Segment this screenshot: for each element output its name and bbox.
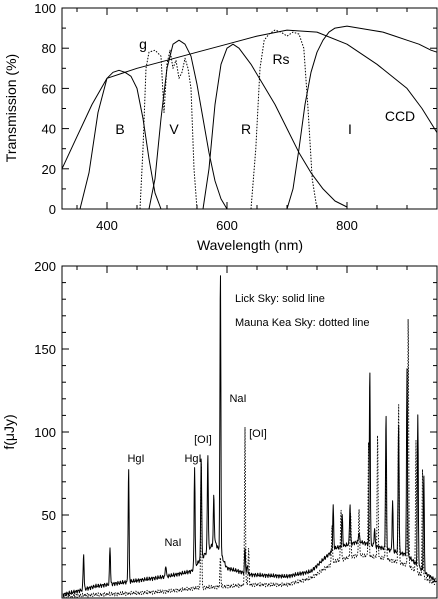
- series-line-b: [79, 69, 162, 210]
- bottom-y-tick-label: 100: [34, 425, 56, 440]
- legend-note-lick: Lick Sky: solid line: [235, 293, 325, 305]
- top-axis-ticks: [62, 7, 438, 210]
- transmission-chart: 0 20 40 60 80 100 400 600 800 B V R I CCD g Rs Waveleng…: [3, 1, 438, 253]
- band-label-rs: Rs: [272, 51, 289, 67]
- series-line-ccd: [61, 29, 438, 170]
- legend-note-mauna-kea: Mauna Kea Sky: dotted line: [235, 317, 370, 329]
- top-y-tick-label: 80: [42, 41, 56, 56]
- top-x-tick-label: 400: [96, 218, 118, 233]
- bottom-axis-ticks: [62, 265, 438, 599]
- emission-label-2: HgI: [184, 453, 201, 465]
- band-label-g: g: [139, 36, 147, 52]
- top-y-tick-label: 20: [42, 162, 56, 177]
- spectrum-mauna-kea-sky: [62, 318, 436, 599]
- emission-label-0: HgI: [127, 453, 144, 465]
- bottom-y-axis-title: f(μJy): [1, 414, 17, 449]
- bottom-y-tick-label: 50: [42, 508, 56, 523]
- series-line-rs: [250, 29, 318, 210]
- bottom-y-tick-label: 200: [34, 259, 56, 274]
- top-y-tick-label: 0: [49, 202, 56, 217]
- emission-label-1: NaI: [164, 537, 181, 549]
- top-x-axis-title: Wavelength (nm): [197, 237, 303, 253]
- top-series-group: [61, 25, 438, 210]
- band-label-i: I: [348, 121, 352, 137]
- band-label-v: V: [169, 121, 179, 137]
- sky-spectrum-chart: 50 100 150 200 HgI NaI HgI [OI] NaI [OI] Lick Sky…: [1, 259, 438, 599]
- series-line-r: [202, 43, 348, 210]
- top-y-tick-label: 60: [42, 81, 56, 96]
- top-x-tick-label: 600: [216, 218, 238, 233]
- band-label-ccd: CCD: [385, 108, 415, 124]
- band-label-b: B: [115, 121, 124, 137]
- bottom-series-group: [62, 275, 436, 599]
- top-y-tick-label: 100: [34, 1, 56, 16]
- top-x-tick-label: 800: [336, 218, 358, 233]
- emission-label-3: [OI]: [194, 434, 212, 446]
- top-y-axis-title: Transmission (%): [3, 54, 19, 162]
- band-label-r: R: [241, 121, 251, 137]
- bottom-y-tick-label: 150: [34, 342, 56, 357]
- series-line-v: [148, 39, 228, 210]
- emission-label-5: [OI]: [249, 428, 267, 440]
- top-text-group: 0 20 40 60 80 100 400 600 800 B V R I CCD g Rs: [34, 1, 415, 233]
- bottom-text-group: 50 100 150 200 HgI NaI HgI [OI] NaI [OI]: [34, 259, 267, 549]
- series-line-i: [286, 25, 438, 210]
- emission-label-4: NaI: [229, 393, 246, 405]
- top-y-tick-label: 40: [42, 122, 56, 137]
